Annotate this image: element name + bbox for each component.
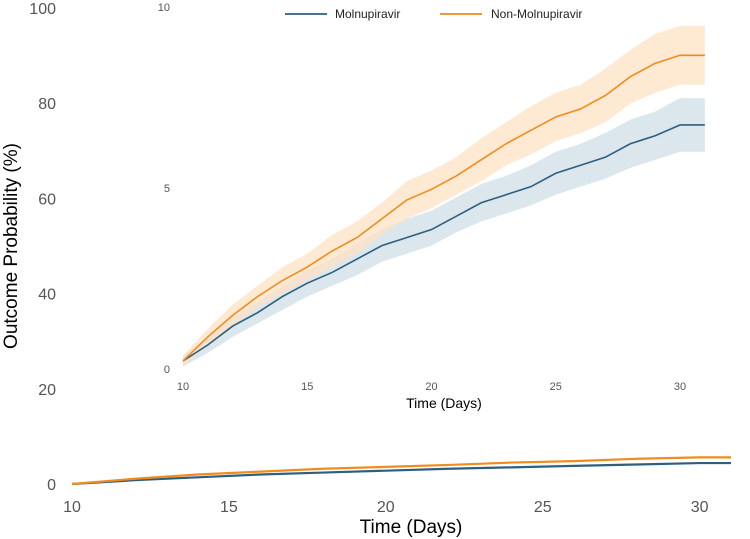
x-tick-label: 20 — [377, 499, 395, 516]
inset-y-tick-label: 0 — [164, 364, 170, 376]
inset-confidence-band — [183, 98, 705, 367]
y-tick-label: 40 — [38, 287, 56, 304]
x-tick-label: 25 — [534, 499, 552, 516]
y-tick-label: 20 — [38, 382, 56, 399]
x-tick-label: 30 — [691, 499, 709, 516]
inset-x-tick-label: 20 — [425, 381, 437, 393]
inset-series-line — [182, 124, 705, 362]
y-tick-label: 0 — [47, 477, 56, 494]
y-axis-title: Outcome Probability (%) — [1, 143, 22, 349]
x-tick-label: 15 — [220, 499, 238, 516]
x-axis-title: Time (Days) — [360, 517, 463, 538]
inset-series-line — [182, 54, 705, 362]
inset-x-tick-label: 25 — [550, 381, 562, 393]
inset-x-tick-label: 15 — [301, 381, 313, 393]
inset-y-tick-label: 5 — [164, 183, 170, 195]
inset-chart: 0 5 10 10 15 20 25 30 Time (Days) — [158, 2, 705, 411]
legend: Molnupiravir Non-Molnupiravir — [285, 7, 582, 21]
y-tick-label: 80 — [38, 96, 56, 113]
y-tick-label: 100 — [29, 1, 56, 18]
inset-x-tick-label: 30 — [674, 381, 686, 393]
main-series-line — [71, 456, 731, 486]
inset-x-axis-title: Time (Days) — [406, 395, 482, 411]
legend-label: Molnupiravir — [335, 7, 400, 21]
inset-x-tick-label: 10 — [177, 381, 189, 393]
y-tick-label: 60 — [38, 191, 56, 208]
legend-label: Non-Molnupiravir — [491, 7, 582, 21]
inset-y-tick-label: 10 — [158, 2, 170, 14]
x-tick-label: 10 — [63, 499, 81, 516]
main-series-line — [71, 461, 731, 486]
